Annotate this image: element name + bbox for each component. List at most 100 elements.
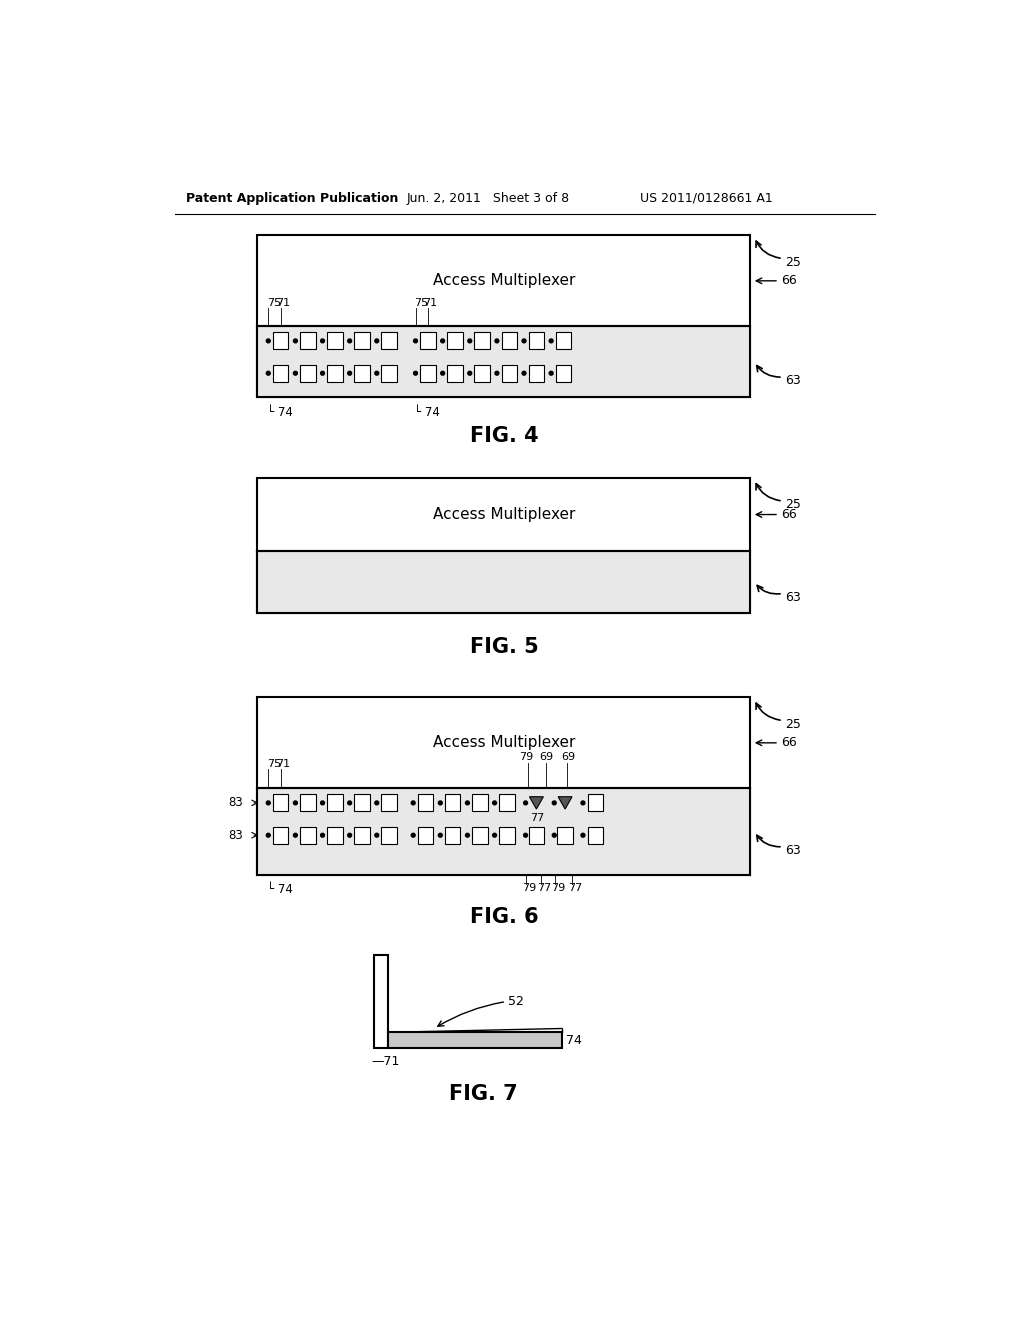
- Text: FIG. 4: FIG. 4: [470, 425, 539, 446]
- Circle shape: [581, 833, 585, 837]
- Bar: [257, 697, 751, 874]
- Bar: [381, 826, 397, 843]
- Bar: [328, 826, 343, 843]
- Circle shape: [348, 833, 351, 837]
- Circle shape: [440, 371, 444, 375]
- Circle shape: [495, 371, 499, 375]
- Circle shape: [294, 339, 297, 343]
- Bar: [474, 364, 489, 381]
- Bar: [556, 364, 571, 381]
- Bar: [420, 364, 435, 381]
- Circle shape: [468, 339, 472, 343]
- Text: 66: 66: [781, 275, 797, 288]
- Text: 71: 71: [276, 298, 290, 308]
- Bar: [588, 795, 603, 812]
- Bar: [300, 364, 315, 381]
- Bar: [381, 364, 397, 381]
- Bar: [528, 364, 544, 381]
- Circle shape: [493, 801, 497, 805]
- Circle shape: [412, 801, 415, 805]
- Circle shape: [414, 371, 418, 375]
- Text: 63: 63: [785, 375, 801, 388]
- Text: 52: 52: [508, 995, 523, 1008]
- Bar: [328, 795, 343, 812]
- Text: └ 74: └ 74: [266, 407, 293, 418]
- Circle shape: [321, 833, 325, 837]
- Text: 69: 69: [540, 752, 554, 763]
- Circle shape: [266, 371, 270, 375]
- Circle shape: [321, 339, 325, 343]
- Bar: [500, 826, 515, 843]
- Text: 79: 79: [519, 752, 534, 763]
- Circle shape: [294, 833, 297, 837]
- Text: 25: 25: [785, 256, 801, 269]
- Text: Access Multiplexer: Access Multiplexer: [433, 735, 575, 750]
- Bar: [381, 795, 397, 812]
- Circle shape: [438, 801, 442, 805]
- Text: └ 74: └ 74: [414, 407, 440, 418]
- Circle shape: [375, 801, 379, 805]
- Circle shape: [266, 801, 270, 805]
- Bar: [300, 826, 315, 843]
- Circle shape: [348, 801, 351, 805]
- Circle shape: [493, 833, 497, 837]
- Text: 74: 74: [566, 1034, 582, 1047]
- Bar: [273, 364, 289, 381]
- Bar: [418, 795, 433, 812]
- Circle shape: [375, 833, 379, 837]
- Bar: [257, 788, 751, 874]
- Circle shape: [266, 339, 270, 343]
- Text: 77: 77: [568, 883, 583, 894]
- Circle shape: [523, 801, 527, 805]
- Circle shape: [549, 371, 553, 375]
- Circle shape: [375, 339, 379, 343]
- Circle shape: [348, 371, 351, 375]
- Text: 75: 75: [414, 298, 428, 308]
- Bar: [472, 795, 487, 812]
- Text: 77: 77: [538, 883, 552, 894]
- Text: FIG. 5: FIG. 5: [469, 638, 539, 657]
- Circle shape: [468, 371, 472, 375]
- Text: 83: 83: [228, 796, 243, 809]
- Text: 75: 75: [266, 759, 281, 768]
- Text: 63: 63: [785, 843, 801, 857]
- Circle shape: [581, 801, 585, 805]
- Text: 79: 79: [521, 883, 536, 894]
- Text: 69: 69: [561, 752, 575, 763]
- Text: 71: 71: [276, 759, 290, 768]
- Text: └ 74: └ 74: [266, 883, 293, 896]
- Circle shape: [438, 833, 442, 837]
- Text: 79: 79: [551, 883, 565, 894]
- Circle shape: [466, 833, 469, 837]
- Circle shape: [321, 371, 325, 375]
- Circle shape: [495, 339, 499, 343]
- Circle shape: [466, 801, 469, 805]
- Text: 66: 66: [781, 737, 797, 750]
- Circle shape: [549, 339, 553, 343]
- Text: —71: —71: [372, 1055, 399, 1068]
- Bar: [300, 333, 315, 350]
- Text: 25: 25: [785, 499, 801, 511]
- Circle shape: [294, 801, 297, 805]
- Circle shape: [414, 339, 418, 343]
- Bar: [375, 956, 388, 1048]
- Text: 63: 63: [785, 591, 801, 603]
- Bar: [445, 795, 461, 812]
- Text: 66: 66: [781, 508, 797, 521]
- Circle shape: [294, 371, 297, 375]
- Bar: [354, 826, 370, 843]
- Bar: [354, 333, 370, 350]
- Bar: [447, 364, 463, 381]
- Text: 71: 71: [423, 298, 437, 308]
- Bar: [588, 826, 603, 843]
- Circle shape: [321, 801, 325, 805]
- Text: FIG. 6: FIG. 6: [470, 907, 539, 927]
- Bar: [273, 333, 289, 350]
- Circle shape: [266, 833, 270, 837]
- Text: US 2011/0128661 A1: US 2011/0128661 A1: [640, 191, 772, 205]
- Bar: [420, 333, 435, 350]
- Bar: [300, 795, 315, 812]
- Circle shape: [440, 339, 444, 343]
- Bar: [557, 826, 572, 843]
- Bar: [328, 364, 343, 381]
